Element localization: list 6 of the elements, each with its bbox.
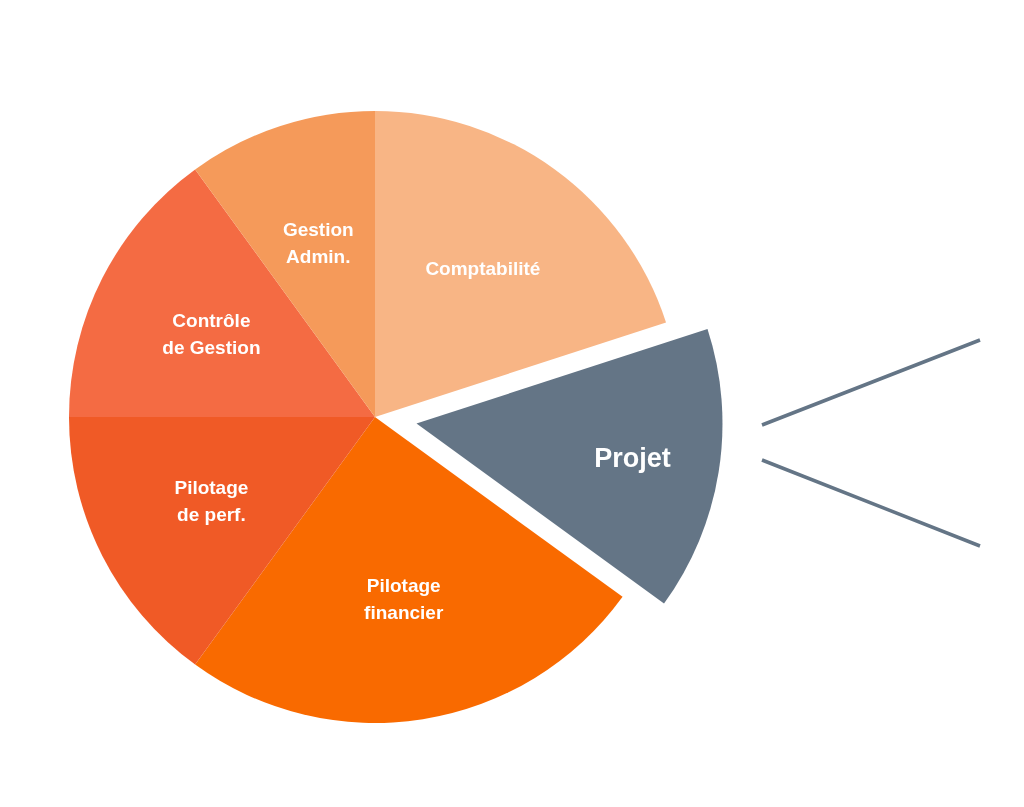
slice-label: Contrôle de Gestion [162,309,261,358]
slice-label: Gestion Admin. [282,218,354,267]
slice-label: Projet [594,442,671,473]
slice-label: Pilotage de perf. [174,476,249,525]
slice-label: Pilotage financier [364,574,444,623]
slice-label: Comptabilité [425,257,541,279]
